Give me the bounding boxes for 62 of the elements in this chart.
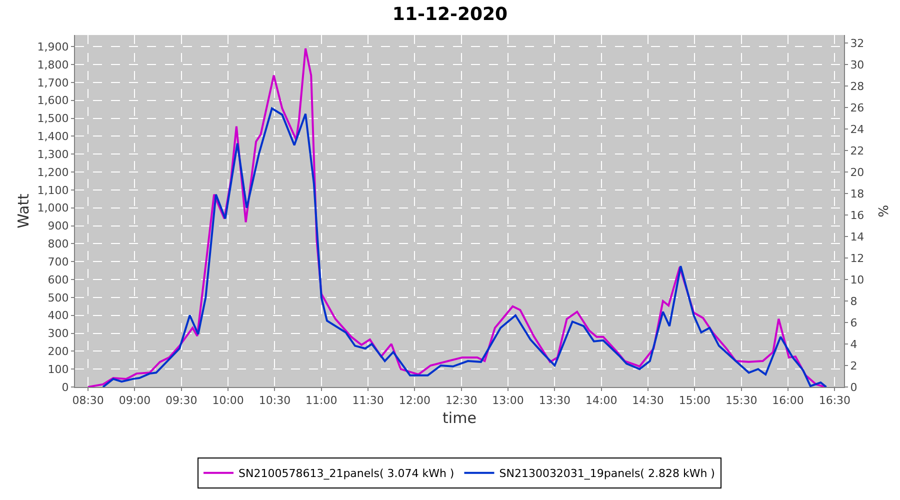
y-tick-label: 1,500 — [37, 112, 69, 126]
x-tick-label: 11:00 — [306, 394, 338, 408]
y-tick-label: 1,100 — [37, 184, 69, 197]
y-tick-label: 1,300 — [37, 148, 69, 161]
x-tick-label: 15:30 — [725, 394, 758, 408]
y-tick-label: 1,800 — [37, 58, 69, 72]
x-tick-label: 12:30 — [446, 394, 478, 408]
y2-tick-label: 20 — [850, 166, 864, 179]
y2-tick-label: 10 — [850, 273, 864, 286]
x-tick-label: 09:00 — [118, 394, 151, 408]
line-series — [87, 47, 826, 387]
legend-label: SN2130032031_19panels( 2.828 kWh ) — [499, 467, 715, 480]
y2-tick-label: 32 — [850, 36, 864, 50]
y-tick-label: 700 — [48, 255, 69, 268]
y2-tick-label: 28 — [850, 80, 864, 93]
y2-tick-label: 26 — [850, 101, 864, 114]
line-series — [102, 107, 828, 387]
y-tick-label: 100 — [48, 362, 69, 376]
y2-tick-label: 16 — [850, 208, 864, 222]
y2-tick-label: 30 — [850, 58, 864, 72]
x-tick-label: 11:30 — [352, 394, 384, 408]
y-tick-label: 600 — [48, 273, 69, 286]
y2-tick-label: 6 — [850, 316, 858, 330]
y2-tick-label: 0 — [850, 380, 858, 394]
x-tick-label: 15:00 — [678, 394, 711, 408]
y2-tick-label: 24 — [850, 122, 864, 136]
y-tick-label: 1,700 — [37, 76, 69, 90]
y-axis-title: Watt — [14, 193, 33, 228]
y2-tick-label: 22 — [850, 144, 864, 158]
y-tick-label: 1,400 — [37, 130, 69, 144]
y2-tick-label: 8 — [850, 294, 858, 308]
y-tick-label: 1,900 — [37, 40, 69, 54]
x-tick-label: 08:30 — [72, 394, 104, 408]
y-tick-label: 200 — [48, 345, 69, 358]
x-tick-label: 14:30 — [632, 394, 664, 408]
y2-axis-title: % — [876, 204, 892, 218]
y-tick-label: 900 — [48, 220, 69, 233]
y2-tick-label: 18 — [850, 187, 864, 200]
y2-tick-label: 2 — [850, 359, 858, 372]
y-tick-label: 400 — [48, 309, 69, 322]
y-tick-label: 1,000 — [37, 202, 69, 215]
x-tick-label: 12:00 — [398, 394, 431, 408]
legend-label: SN2100578613_21panels( 3.074 kWh ) — [238, 467, 454, 480]
x-tick-label: 16:30 — [818, 394, 851, 408]
y-tick-label: 1,600 — [37, 94, 69, 108]
y2-tick-label: 4 — [850, 338, 858, 351]
x-tick-label: 13:00 — [492, 394, 524, 408]
x-tick-label: 13:30 — [538, 394, 571, 408]
y-tick-label: 0 — [62, 380, 69, 394]
x-tick-label: 16:00 — [772, 394, 804, 408]
y2-tick-label: 14 — [850, 230, 864, 244]
y-tick-label: 1,200 — [37, 166, 69, 179]
x-tick-label: 10:30 — [258, 394, 291, 408]
x-tick-label: 14:00 — [586, 394, 618, 408]
x-axis-title: time — [442, 409, 476, 428]
y-tick-label: 800 — [48, 238, 69, 251]
x-tick-label: 10:00 — [212, 394, 244, 408]
chart-title: 11-12-2020 — [392, 4, 508, 26]
y-tick-label: 500 — [48, 291, 69, 304]
y2-tick-label: 12 — [850, 252, 864, 265]
y-tick-label: 300 — [48, 327, 69, 340]
x-tick-label: 09:30 — [166, 394, 198, 408]
